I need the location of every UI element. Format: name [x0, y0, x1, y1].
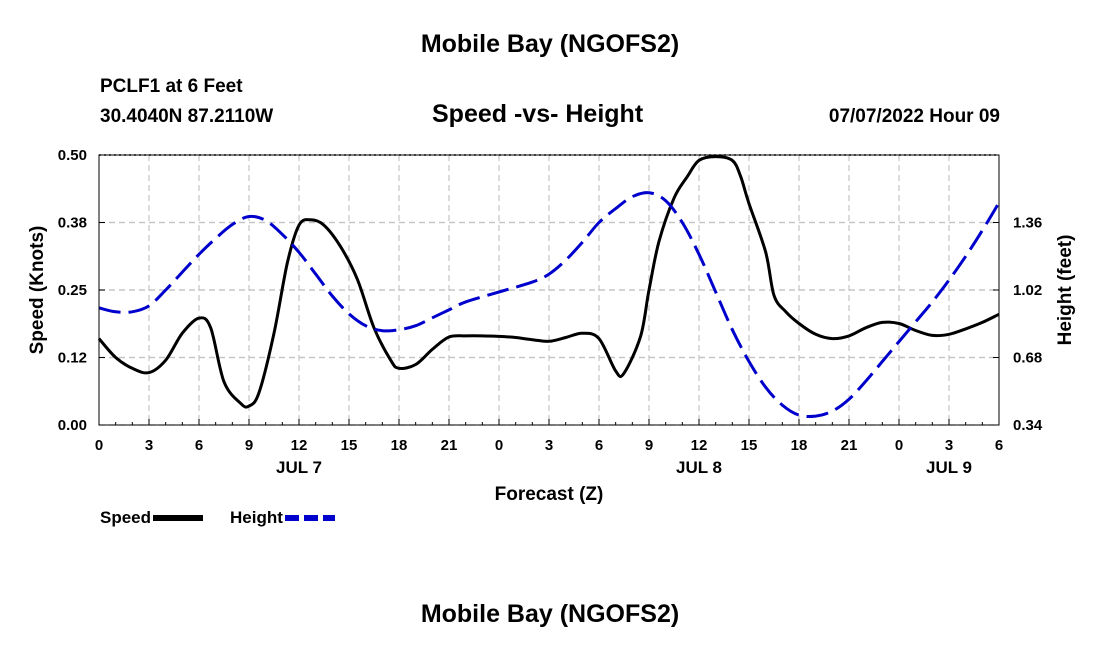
x-tick-label: 15	[341, 437, 358, 454]
x-tick-label: 0	[495, 437, 503, 454]
legend-height: Height	[230, 508, 337, 528]
footer-title: Mobile Bay (NGOFS2)	[420, 600, 680, 628]
y-tick-label: 0.12	[58, 350, 87, 367]
x-tick-label: 6	[595, 437, 603, 454]
y-tick-label: 0.50	[58, 147, 87, 164]
x-tick-label: 6	[995, 437, 1003, 454]
y2-tick-label: 1.02	[1013, 282, 1042, 299]
series-line-height	[98, 191, 1001, 419]
x-tick-label: 21	[441, 437, 458, 454]
x-tick-label: 3	[545, 437, 553, 454]
legend-height-swatch	[284, 515, 335, 521]
station-coordinates: 30.4040N 87.2110W	[100, 106, 274, 127]
x-tick-label: 15	[741, 437, 758, 454]
legend-speed: Speed	[100, 508, 205, 528]
legend-height-label: Height	[230, 508, 283, 527]
x-tick-label: 18	[791, 437, 808, 454]
x-tick-label: 0	[895, 437, 903, 454]
y-axis-title: Speed (Knots)	[27, 226, 48, 355]
y-tick-label: 0.00	[58, 417, 87, 434]
y2-axis-title: Height (feet)	[1055, 235, 1076, 346]
day-label: JUL 9	[926, 458, 972, 477]
x-axis-title: Forecast (Z)	[495, 484, 604, 505]
x-tick-label: 18	[391, 437, 408, 454]
legend-speed-swatch	[153, 515, 204, 521]
x-tick-label: 21	[841, 437, 858, 454]
y2-tick-label: 0.34	[1013, 417, 1043, 434]
legend-speed-label: Speed	[100, 508, 152, 527]
y2-tick-label: 1.36	[1013, 215, 1042, 232]
axes-layer: 0 3 6 9 12 15 18 21 0 3 6 9 12 15 18 21 0 3 6 0.00 0.12 0.25 0…	[27, 147, 1076, 505]
page-title: Mobile Bay (NGOFS2)	[420, 30, 680, 58]
station-label: PCLF1 at 6 Feet	[100, 76, 243, 97]
x-tick-label: 12	[291, 437, 308, 454]
day-label: JUL 8	[676, 458, 722, 477]
grid-lines	[99, 154, 999, 426]
series-line-speed	[97, 155, 1000, 409]
series-layer	[97, 155, 1001, 419]
x-tick-label: 3	[145, 437, 153, 454]
y-tick-label: 0.38	[58, 215, 87, 232]
x-tick-label: 9	[645, 437, 653, 454]
x-tick-label: 0	[95, 437, 103, 454]
day-label: JUL 7	[276, 458, 322, 477]
x-tick-label: 12	[691, 437, 708, 454]
x-tick-label: 9	[245, 437, 253, 454]
y-tick-label: 0.25	[58, 282, 87, 299]
y2-tick-label: 0.68	[1013, 350, 1042, 367]
chart-subtitle: Speed -vs- Height	[432, 100, 644, 128]
x-tick-label: 3	[945, 437, 953, 454]
x-tick-label: 6	[195, 437, 203, 454]
forecast-datetime: 07/07/2022 Hour 09	[828, 106, 1000, 127]
